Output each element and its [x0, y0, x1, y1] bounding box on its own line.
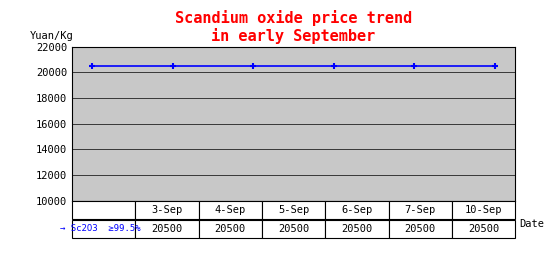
Bar	[388, 220, 452, 238]
Text: 5-Sep: 5-Sep	[278, 205, 309, 215]
Text: 3-Sep: 3-Sep	[151, 205, 183, 215]
Text: → Sc2O3  ≥99.5%: → Sc2O3 ≥99.5%	[60, 224, 141, 233]
Bar	[325, 220, 388, 238]
Bar	[262, 220, 325, 238]
Text: Date: Date	[520, 219, 545, 229]
Text: 20500: 20500	[215, 224, 246, 234]
Bar	[199, 202, 262, 219]
Text: 6-Sep: 6-Sep	[341, 205, 372, 215]
Bar	[199, 220, 262, 238]
Bar	[72, 202, 135, 219]
Text: 4-Sep: 4-Sep	[215, 205, 246, 215]
Bar	[325, 202, 388, 219]
Title: Scandium oxide price trend
in early September: Scandium oxide price trend in early Sept…	[175, 10, 412, 44]
Bar	[262, 202, 325, 219]
Text: 20500: 20500	[404, 224, 436, 234]
Bar	[452, 220, 515, 238]
Text: 7-Sep: 7-Sep	[404, 205, 436, 215]
Text: 20500: 20500	[341, 224, 372, 234]
Text: 10-Sep: 10-Sep	[465, 205, 502, 215]
Text: 20500: 20500	[468, 224, 499, 234]
Bar	[452, 202, 515, 219]
Bar	[72, 220, 135, 238]
Text: 20500: 20500	[278, 224, 309, 234]
Text: 20500: 20500	[151, 224, 183, 234]
Text: Yuan/Kg: Yuan/Kg	[30, 31, 74, 41]
Bar	[388, 202, 452, 219]
Bar	[135, 202, 199, 219]
Bar	[135, 220, 199, 238]
